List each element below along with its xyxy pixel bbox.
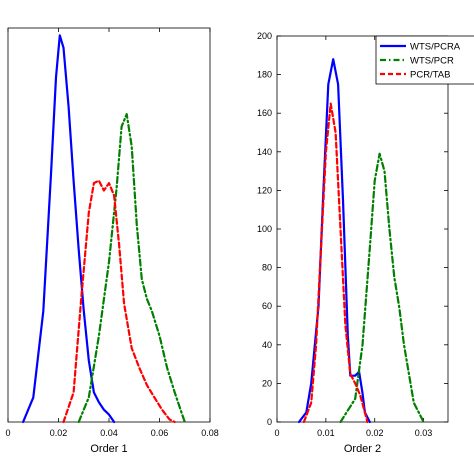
x-tick-label: 0 [274,428,279,438]
series-line-wts-pcra [22,34,116,424]
panel-order-2: Order 2 0 0.01 0.02 0.03 0 20 40 60 80 100 120 140 1… [257,31,449,455]
series-line-pcr-tab [302,102,369,424]
plot-frame [276,35,449,423]
y-tick-label: 80 [262,263,272,273]
legend-label: PCR/TAB [410,70,450,81]
legend-box [375,35,474,85]
y-tick-label: 40 [262,340,272,350]
series-line-wts-pcra [297,58,371,424]
y-tick-label: 200 [257,31,272,41]
x-tick-label: 0.04 [100,428,118,438]
y-tick-label: 20 [262,378,272,388]
legend: WTS/PCRA WTS/PCR PCR/TAB [375,35,474,85]
x-tick-label: 0.08 [201,428,219,438]
series-line-wts-pcr [339,152,425,424]
x-tick-label: 0.02 [366,428,384,438]
panel-order-1: Order 1 0 0.02 0.04 0.06 0.08 [5,27,219,455]
x-tick-label: 0.06 [151,428,169,438]
y-tick-label: 0 [267,417,272,427]
y-tick-label: 160 [257,108,272,118]
legend-label: WTS/PCR [410,56,454,67]
x-tick-label: 0.01 [317,428,335,438]
y-tick-label: 120 [257,185,272,195]
series-line-pcr-tab [62,179,176,424]
x-tick-label: 0 [5,428,10,438]
y-tick-label: 60 [262,301,272,311]
x-tick-label: 0.02 [50,428,68,438]
series-line-wts-pcr [77,113,186,424]
y-tick-label: 100 [257,224,272,234]
x-tick-label: 0.03 [415,428,433,438]
y-tick-label: 140 [257,147,272,157]
x-axis-label-order-1: Order 1 [90,443,127,455]
y-tick-label: 180 [257,70,272,80]
x-axis-label-order-2: Order 2 [344,443,381,455]
legend-label: WTS/PCRA [410,42,461,53]
